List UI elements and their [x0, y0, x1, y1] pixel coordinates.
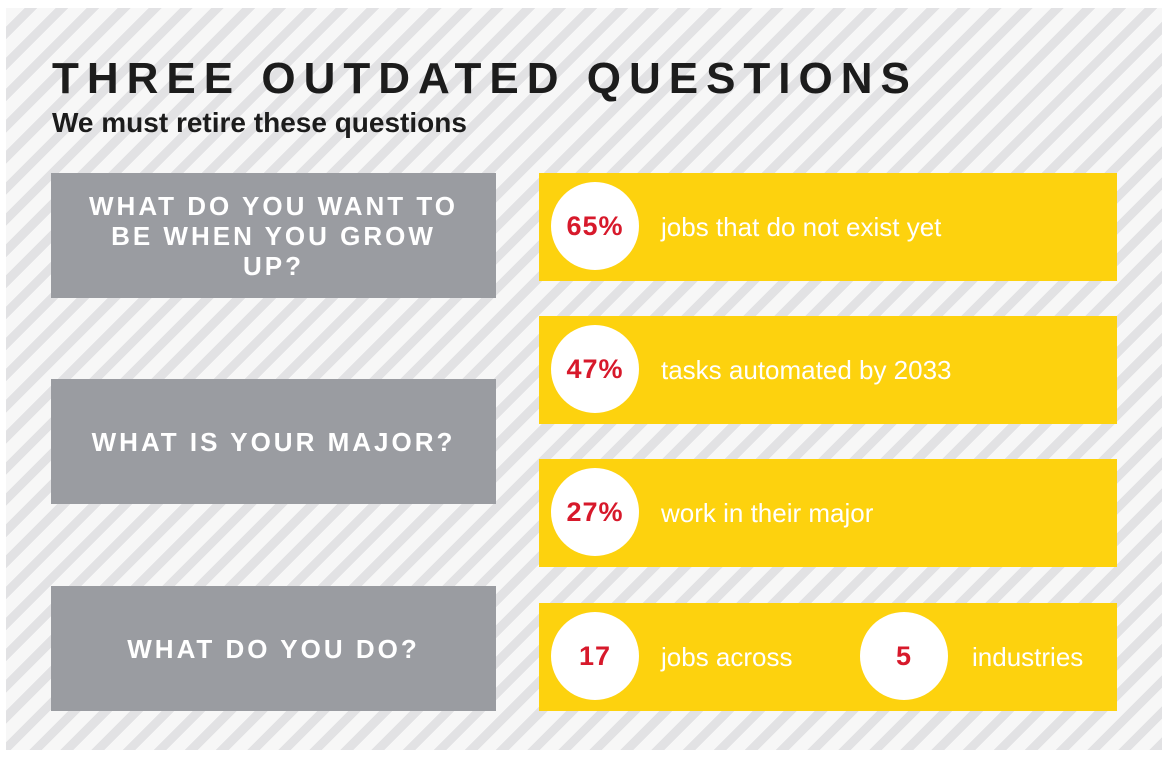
stat-label-industries: industries — [972, 641, 1084, 672]
question-grow-up: WHAT DO YOU WANT TO BE WHEN YOU GROW UP? — [51, 173, 496, 298]
stat-label: work in their major — [661, 497, 874, 528]
question-what-do-you-do: WHAT DO YOU DO? — [51, 586, 496, 711]
stat-value-circle-jobs: 17 — [551, 612, 639, 700]
stat-value-circle: 27% — [551, 468, 639, 556]
stat-value-circle: 65% — [551, 182, 639, 270]
question-major: WHAT IS YOUR MAJOR? — [51, 379, 496, 504]
striped-background: THREE OUTDATED QUESTIONS We must retire … — [6, 8, 1162, 750]
stat-card-jobs-industries: 17 jobs across 5 industries — [539, 603, 1117, 711]
stat-label: jobs that do not exist yet — [661, 211, 942, 242]
stat-card-tasks-automated: 47% tasks automated by 2033 — [539, 316, 1117, 424]
page-title: THREE OUTDATED QUESTIONS — [52, 54, 918, 103]
stat-card-work-in-major: 27% work in their major — [539, 459, 1117, 567]
stat-label-jobs: jobs across — [661, 641, 793, 672]
stat-value-circle: 47% — [551, 325, 639, 413]
stat-value-circle-industries: 5 — [860, 612, 948, 700]
stat-card-jobs-not-exist: 65% jobs that do not exist yet — [539, 173, 1117, 281]
stat-label: tasks automated by 2033 — [661, 354, 952, 385]
page-subtitle: We must retire these questions — [52, 107, 467, 138]
